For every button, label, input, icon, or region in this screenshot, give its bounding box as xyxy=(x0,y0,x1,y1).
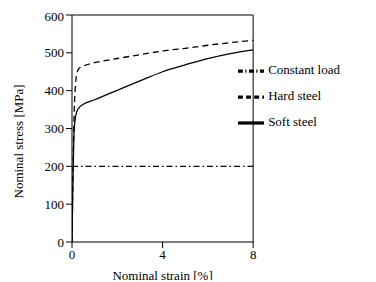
svg-text:200: 200 xyxy=(45,159,65,174)
svg-text:300: 300 xyxy=(45,121,65,136)
svg-text:0: 0 xyxy=(69,247,76,262)
svg-text:4: 4 xyxy=(159,247,166,262)
svg-text:0: 0 xyxy=(58,235,65,250)
html-text:Constant load: Constant load xyxy=(268,62,340,77)
html-text:Soft steel: Soft steel xyxy=(268,114,317,129)
svg-text:Nominal stress [MPa]: Nominal stress [MPa] xyxy=(11,84,26,198)
svg-text:600: 600 xyxy=(45,9,65,24)
svg-text:100: 100 xyxy=(45,197,65,212)
svg-text:Nominal strain [%]: Nominal strain [%] xyxy=(112,268,212,280)
svg-text:500: 500 xyxy=(45,45,65,60)
svg-text:8: 8 xyxy=(250,247,257,262)
html-text:Hard steel: Hard steel xyxy=(268,88,322,103)
svg-text:400: 400 xyxy=(45,83,65,98)
